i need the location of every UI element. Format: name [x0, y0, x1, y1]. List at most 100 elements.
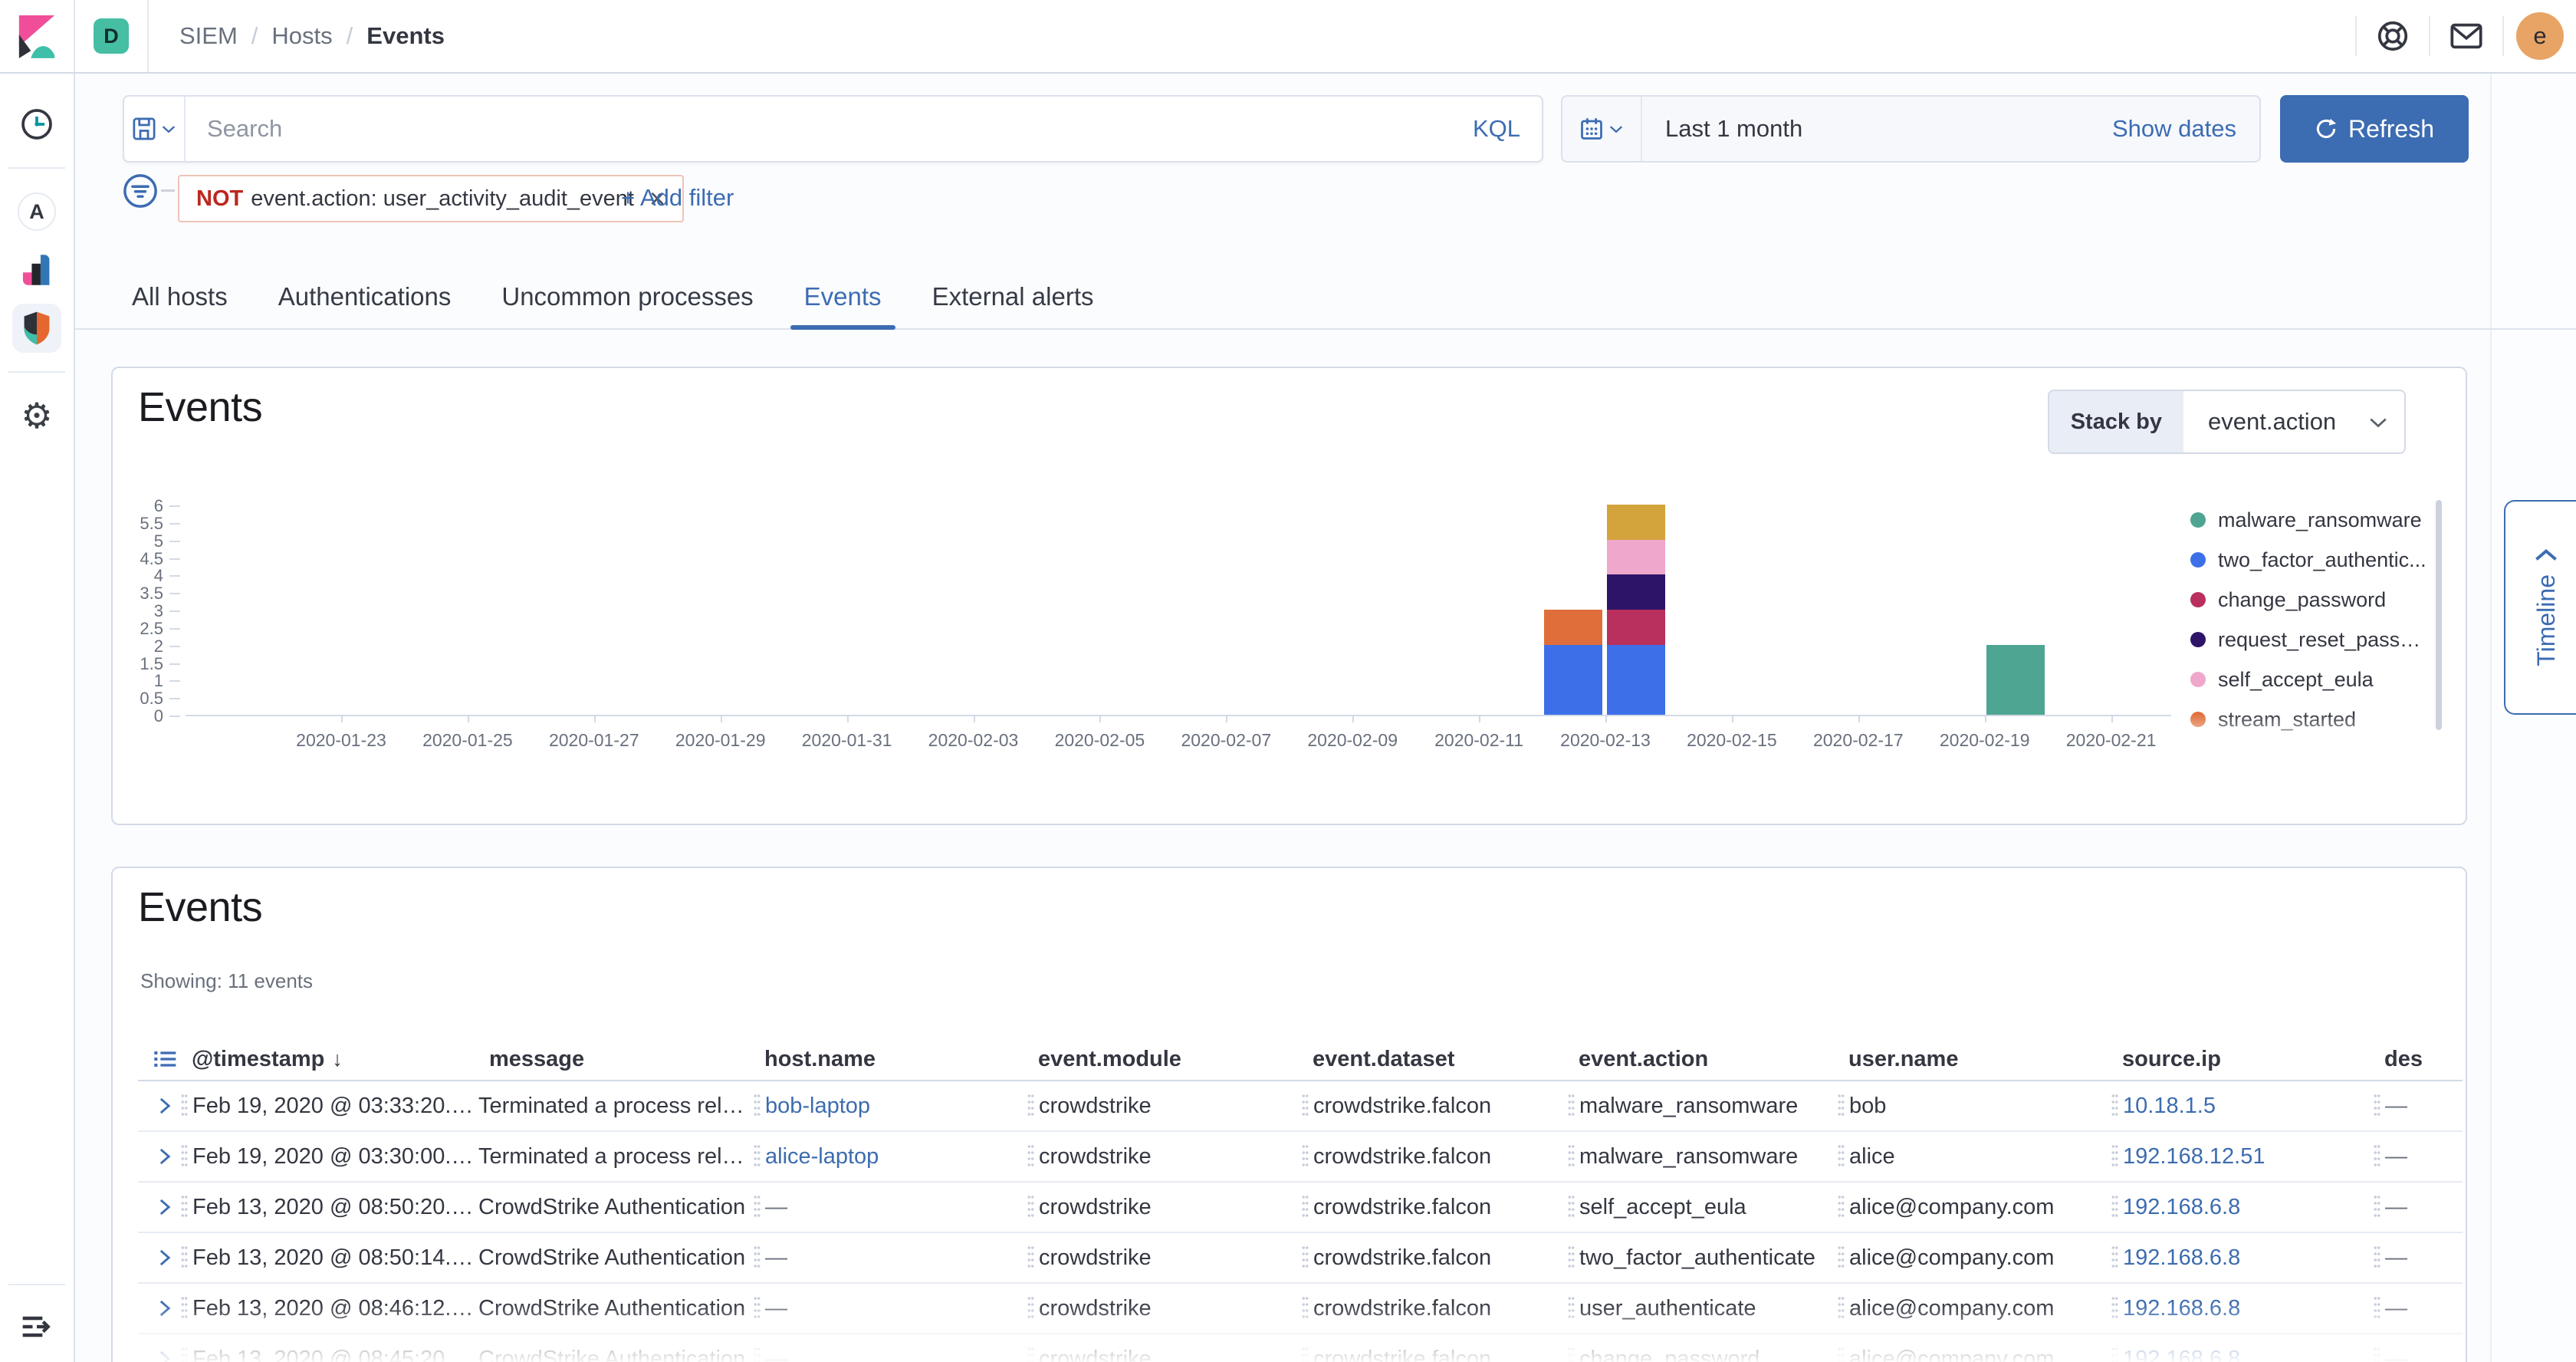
drag-handle[interactable] [1027, 1093, 1034, 1119]
saved-query-menu-button[interactable] [124, 97, 186, 161]
date-quick-menu-button[interactable] [1562, 97, 1642, 161]
breadcrumb-siem[interactable]: SIEM [179, 22, 238, 49]
legend-item[interactable]: user_authenticate [2190, 739, 2430, 756]
legend-item[interactable]: change_password [2190, 580, 2430, 620]
drag-handle[interactable] [2374, 1143, 2380, 1170]
drag-handle[interactable] [754, 1194, 761, 1220]
legend-item[interactable]: two_factor_authentic... [2190, 540, 2430, 580]
drag-handle[interactable] [1027, 1194, 1034, 1220]
drag-handle[interactable] [1302, 1194, 1309, 1220]
cell-source-ip-value[interactable]: 192.168.6.8 [2123, 1245, 2241, 1270]
drag-handle[interactable] [181, 1093, 188, 1119]
drag-handle[interactable] [2374, 1093, 2380, 1119]
drag-handle[interactable] [1302, 1143, 1309, 1170]
column-header-message[interactable]: message [489, 1046, 585, 1071]
drag-handle[interactable] [2111, 1143, 2118, 1170]
drag-handle[interactable] [181, 1245, 188, 1271]
column-picker-button[interactable] [138, 1047, 181, 1071]
drag-handle[interactable] [1027, 1245, 1034, 1271]
timeline-flyout-button[interactable]: Timeline [2504, 500, 2576, 715]
refresh-icon [2316, 118, 2337, 139]
user-menu-button[interactable]: e [2504, 0, 2576, 72]
close-icon[interactable]: × [649, 183, 666, 214]
drag-handle[interactable] [1838, 1245, 1845, 1271]
drag-handle[interactable] [1838, 1143, 1845, 1170]
drag-handle[interactable] [1838, 1093, 1845, 1119]
bar-2020-02-13[interactable] [1607, 505, 1665, 715]
sidebar-collapse-button[interactable] [12, 1302, 61, 1351]
legend-item[interactable]: request_reset_passw... [2190, 620, 2430, 660]
kql-language-button[interactable]: KQL [1472, 115, 1520, 142]
add-filter-button[interactable]: + Add filter [621, 184, 734, 211]
column-header-event-action[interactable]: event.action [1579, 1046, 1709, 1071]
legend-item[interactable]: self_accept_eula [2190, 660, 2430, 699]
tab[interactable]: External alerts [932, 264, 1094, 330]
legend-scrollbar[interactable] [2436, 500, 2442, 730]
drag-handle[interactable] [2111, 1194, 2118, 1220]
table-row: Feb 13, 2020 @ 08:50:14.754 CrowdStrike … [138, 1233, 2463, 1284]
sidebar-item-visualize[interactable] [12, 245, 61, 294]
hosts-tabs: All hosts Authentications Uncommon proce… [132, 264, 1094, 330]
cell-source-ip-value[interactable]: 10.18.1.5 [2123, 1093, 2216, 1118]
drag-handle[interactable] [754, 1245, 761, 1271]
expand-row-button[interactable] [155, 1147, 175, 1166]
column-header-host-name[interactable]: host.name [764, 1046, 876, 1071]
column-header-event-dataset[interactable]: event.dataset [1313, 1046, 1455, 1071]
expand-row-button[interactable] [155, 1248, 175, 1268]
legend-item[interactable]: stream_started [2190, 699, 2430, 739]
date-range-value[interactable]: Last 1 month [1665, 115, 1803, 142]
sidebar-item-siem[interactable] [12, 304, 61, 353]
drag-handle[interactable] [1302, 1093, 1309, 1119]
cell-source-ip-value[interactable]: 192.168.12.51 [2123, 1143, 2266, 1169]
legend-item[interactable]: malware_ransomware [2190, 500, 2430, 540]
tab[interactable]: Uncommon processes [501, 264, 753, 330]
bar-2020-02-19[interactable] [1986, 644, 2045, 715]
drag-handle[interactable] [1568, 1143, 1575, 1170]
drag-handle[interactable] [2111, 1093, 2118, 1119]
drag-handle[interactable] [2111, 1245, 2118, 1271]
newsfeed-button[interactable] [2430, 0, 2502, 72]
sidebar-item-recently-viewed[interactable] [12, 100, 61, 149]
drag-handle[interactable] [754, 1143, 761, 1170]
column-header-source-ip[interactable]: source.ip [2122, 1046, 2221, 1071]
drag-handle[interactable] [2374, 1245, 2380, 1271]
bar-2020-02-12[interactable] [1543, 610, 1602, 715]
sidebar-item-apm[interactable]: A [12, 187, 61, 236]
drag-handle[interactable] [1302, 1245, 1309, 1271]
tab[interactable]: Authentications [278, 264, 452, 330]
cell-action-value: two_factor_authenticate [1579, 1245, 1815, 1270]
filter-options-button[interactable] [123, 173, 158, 209]
show-dates-button[interactable]: Show dates [2112, 115, 2236, 142]
space-switcher-button[interactable]: D [75, 0, 149, 72]
drag-handle[interactable] [1027, 1143, 1034, 1170]
drag-handle[interactable] [2374, 1194, 2380, 1220]
x-axis-label: 2020-02-09 [1307, 730, 1398, 750]
drag-handle[interactable] [754, 1093, 761, 1119]
column-header-user-name[interactable]: user.name [1848, 1046, 1959, 1071]
cell-source-ip-value[interactable]: 192.168.6.8 [2123, 1194, 2241, 1219]
drag-handle[interactable] [1568, 1194, 1575, 1220]
cell-message-value: CrowdStrike Authentication [478, 1194, 746, 1219]
drag-handle[interactable] [1838, 1194, 1845, 1220]
expand-row-button[interactable] [155, 1096, 175, 1116]
filter-pill[interactable]: NOT event.action: user_activity_audit_ev… [178, 175, 685, 222]
tab[interactable]: Events [790, 264, 895, 330]
kibana-logo[interactable] [0, 0, 75, 72]
refresh-button[interactable]: Refresh [2280, 95, 2469, 163]
column-header-timestamp[interactable]: @timestamp ↓ [192, 1046, 343, 1071]
stack-by-select[interactable]: event.action [2183, 391, 2404, 452]
drag-handle[interactable] [181, 1194, 188, 1220]
drag-handle[interactable] [181, 1143, 188, 1170]
y-axis-tick [169, 558, 180, 560]
sidebar-item-management[interactable]: ⚙ [12, 391, 61, 440]
search-input[interactable] [186, 115, 1473, 143]
drag-handle[interactable] [1568, 1245, 1575, 1271]
y-axis-label: 5.5 [140, 513, 163, 533]
breadcrumb-hosts[interactable]: Hosts [271, 22, 333, 49]
help-button[interactable] [2357, 0, 2429, 72]
drag-handle[interactable] [1568, 1093, 1575, 1119]
column-header-event-module[interactable]: event.module [1038, 1046, 1181, 1071]
column-header-destination[interactable]: des [2384, 1046, 2423, 1071]
tab[interactable]: All hosts [132, 264, 228, 330]
expand-row-button[interactable] [155, 1197, 175, 1217]
